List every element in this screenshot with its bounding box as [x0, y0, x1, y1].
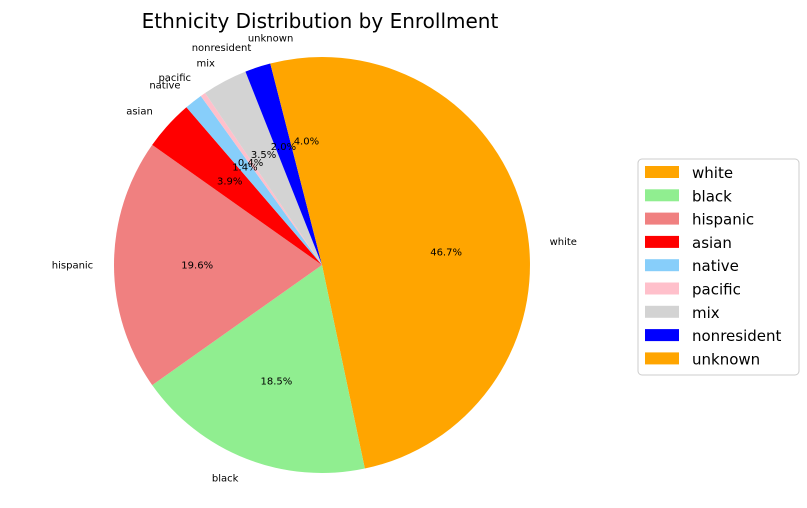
- legend-swatch-native: [645, 259, 679, 272]
- legend-label-mix: mix: [692, 304, 720, 322]
- legend-swatch-hispanic: [645, 212, 679, 225]
- pie-percent-unknown: 4.0%: [294, 137, 319, 148]
- pie-label-hispanic: hispanic: [52, 261, 93, 272]
- pie-slice-nonresident: [245, 63, 322, 265]
- pie-slice-mix: [205, 71, 322, 265]
- legend-item-unknown: unknown: [645, 350, 760, 368]
- legend-label-black: black: [692, 187, 732, 205]
- pie-slice-asian: [152, 107, 322, 265]
- pie-percent-pacific: 0.4%: [238, 158, 263, 169]
- pie-percent-asian: 3.9%: [217, 177, 242, 188]
- pie-label-black: black: [212, 474, 239, 485]
- legend-swatch-mix: [645, 305, 679, 318]
- pie-label-nonresident: nonresident: [192, 43, 252, 54]
- pie-percent-native: 1.4%: [232, 162, 257, 173]
- legend-swatch-asian: [645, 235, 679, 248]
- pie-slice-unknown: [270, 57, 322, 265]
- legend-label-pacific: pacific: [692, 281, 741, 299]
- pie-percent-black: 18.5%: [261, 377, 293, 388]
- pie-slices: [113, 57, 530, 473]
- legend-item-pacific: pacific: [645, 281, 741, 299]
- legend-swatch-nonresident: [645, 329, 679, 342]
- pie-percent-hispanic: 19.6%: [181, 261, 213, 272]
- pie-slice-white: [322, 57, 530, 469]
- chart-title: Ethnicity Distribution by Enrollment: [142, 9, 499, 33]
- legend-swatch-unknown: [645, 352, 679, 365]
- pie-label-asian: asian: [126, 107, 153, 118]
- legend-label-asian: asian: [692, 234, 732, 252]
- pie-label-pacific: pacific: [158, 73, 191, 84]
- legend-label-native: native: [692, 257, 739, 275]
- legend-swatch-black: [645, 189, 679, 202]
- pie-percent-nonresident: 2.0%: [271, 142, 296, 153]
- legend-item-nonresident: nonresident: [645, 327, 781, 345]
- pie-percent-labels: 46.7% 18.5% 19.6% 3.9% 1.4%0.4%3.5%2.0%4.0%: [181, 137, 462, 388]
- pie-label-mix: mix: [196, 58, 215, 69]
- chart-legend: white black hispanic asian native pacific mix n…: [637, 158, 800, 376]
- legend-swatch-pacific: [645, 282, 679, 295]
- legend-item-native: native: [645, 257, 739, 275]
- legend-item-hispanic: hispanic: [645, 211, 754, 229]
- legend-label-white: white: [692, 164, 733, 182]
- legend-label-unknown: unknown: [692, 350, 760, 368]
- legend-swatch-white: [645, 166, 679, 178]
- legend-item-black: black: [645, 187, 732, 205]
- pie-percent-mix: 3.5%: [251, 150, 276, 161]
- pie-slice-native: [186, 95, 322, 266]
- pie-slice-black: [152, 265, 365, 473]
- pie-slice-pacific: [200, 92, 322, 265]
- legend-label-nonresident: nonresident: [692, 327, 781, 345]
- pie-label-unknown: unknown: [248, 34, 293, 45]
- pie-percent-white: 46.7%: [430, 248, 462, 259]
- pie-slice-hispanic: [113, 144, 323, 386]
- legend-item-mix: mix: [645, 304, 720, 322]
- legend-item-white: white: [645, 164, 733, 182]
- pie-label-native: native: [149, 81, 180, 92]
- legend-label-hispanic: hispanic: [692, 211, 754, 229]
- legend-item-asian: asian: [645, 234, 732, 252]
- pie-label-white: white: [550, 237, 577, 248]
